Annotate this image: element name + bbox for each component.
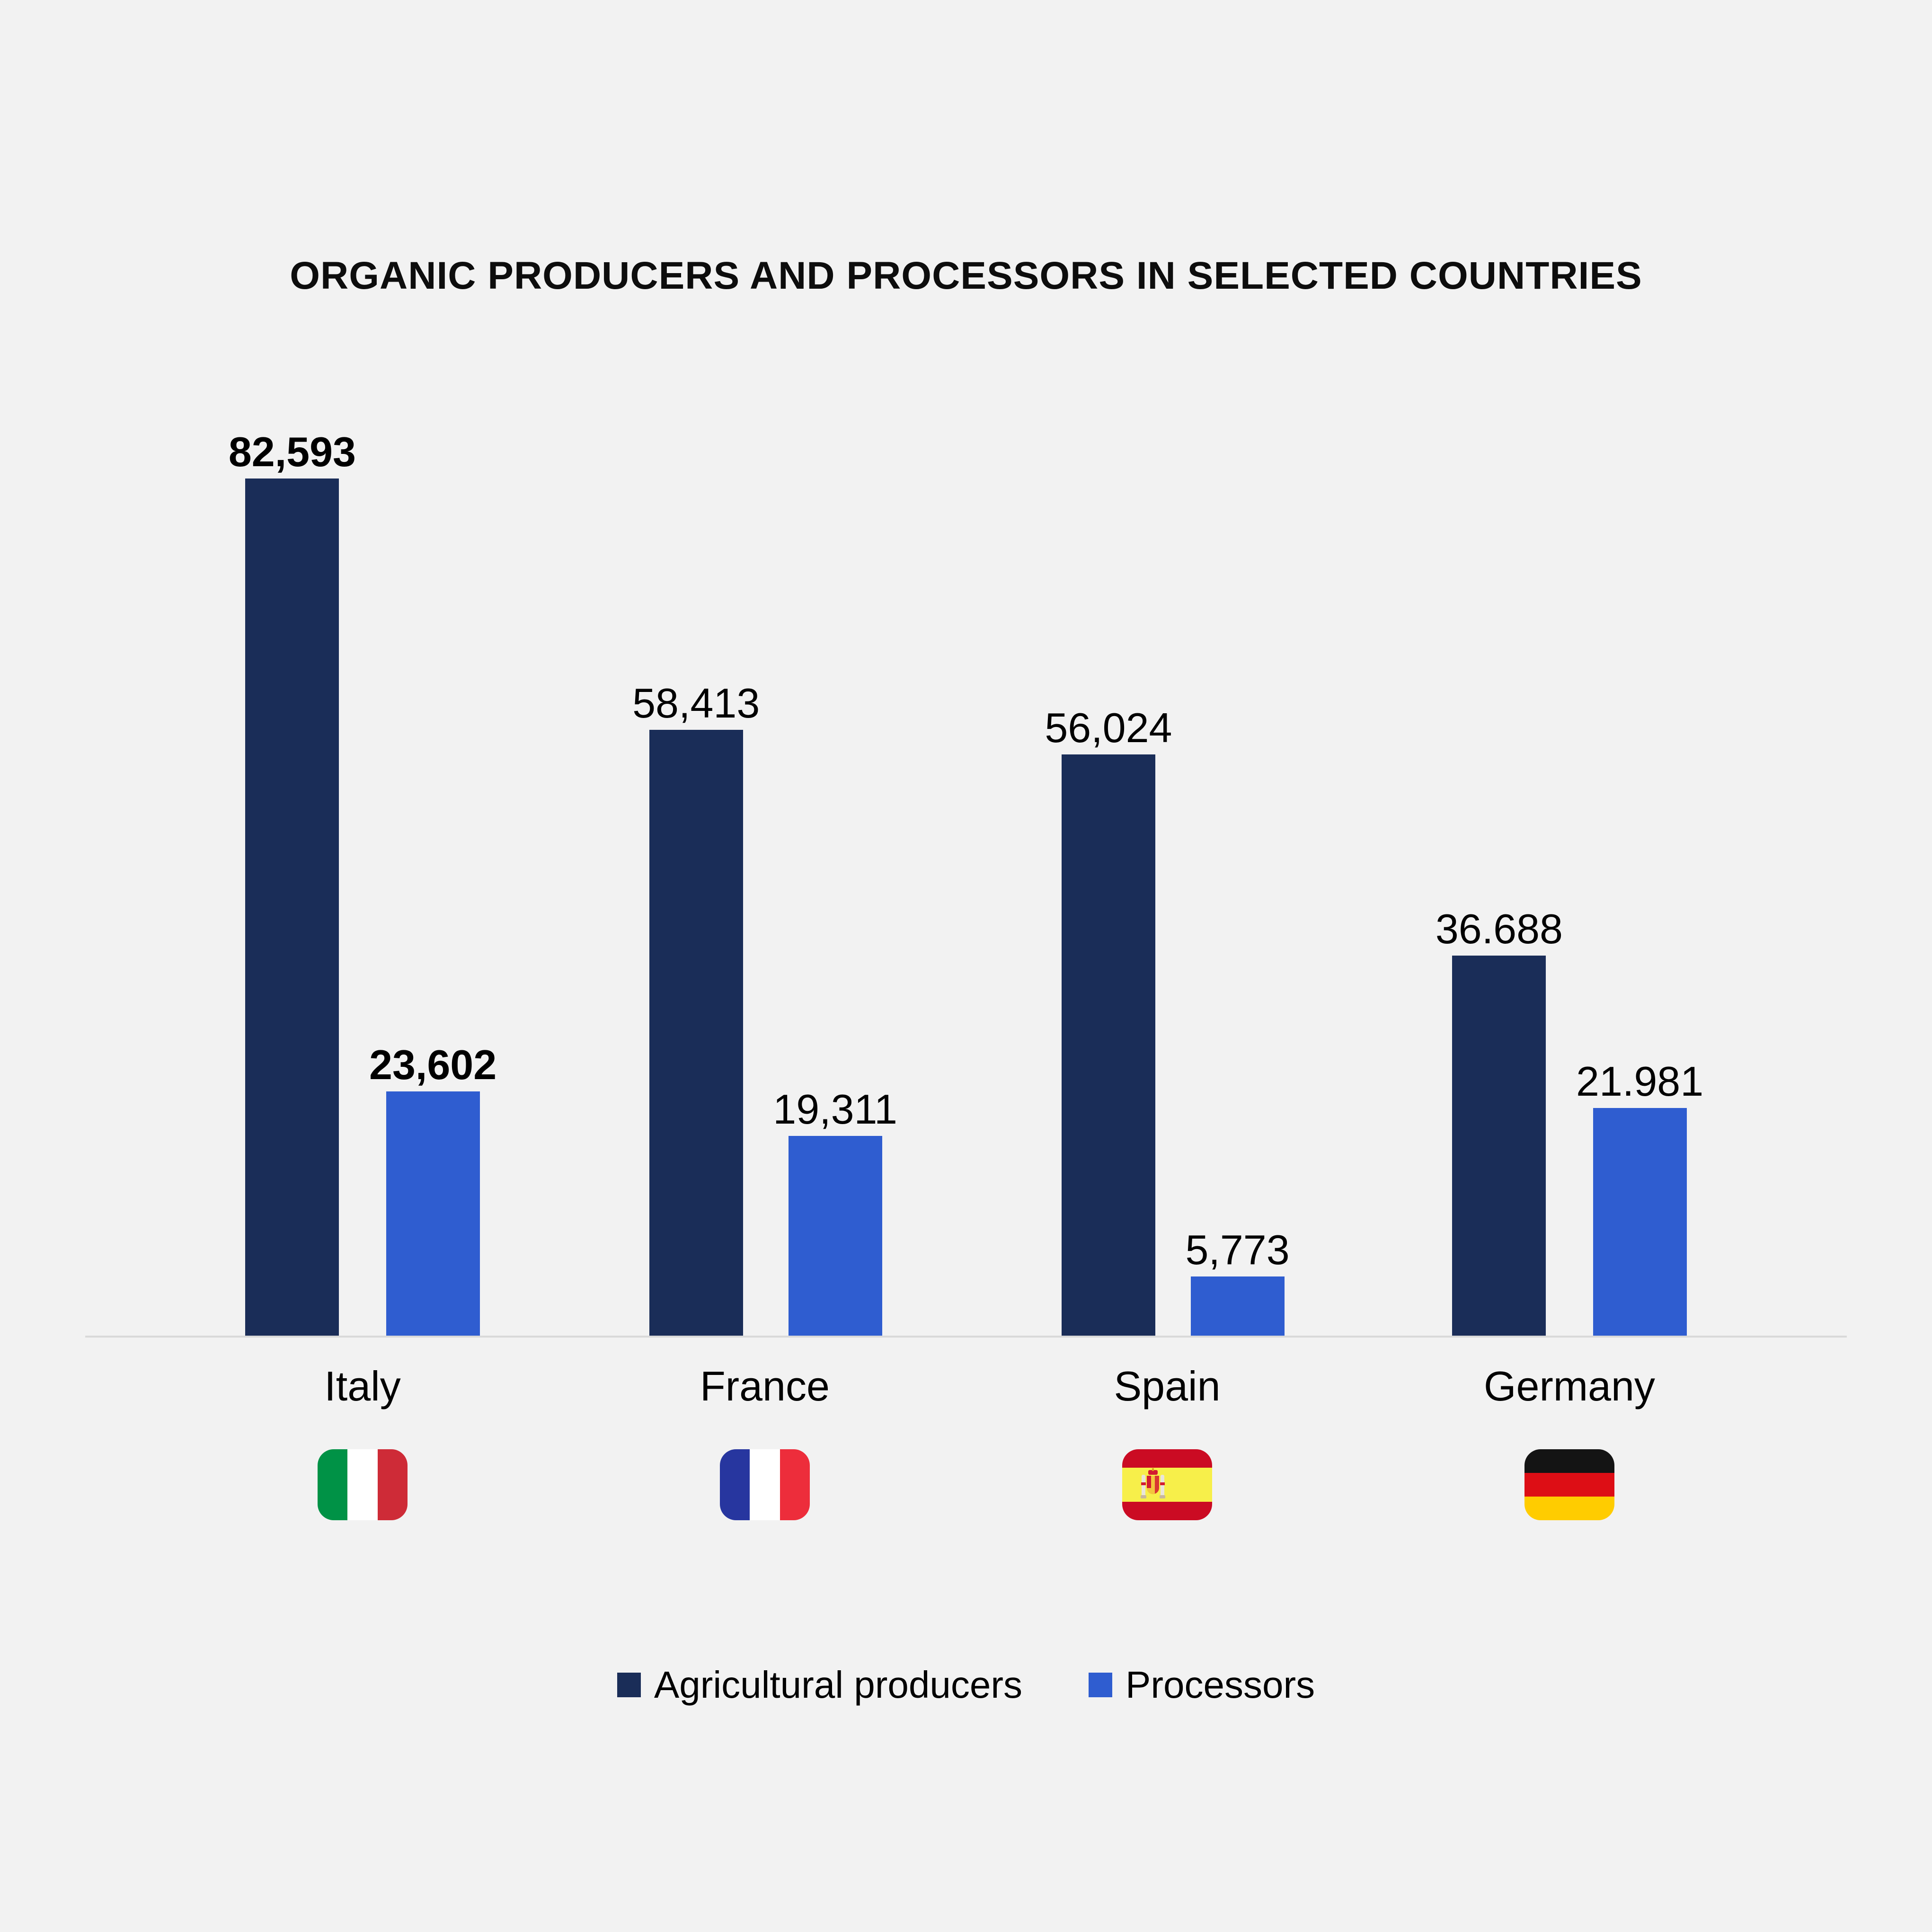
bar-value-label: 82,593 xyxy=(228,428,356,475)
flag-stripe xyxy=(377,1449,408,1520)
category-label-italy: Italy xyxy=(324,1363,401,1409)
bar-value-label: 21.981 xyxy=(1576,1057,1704,1105)
processors-legend-swatch-icon xyxy=(1089,1673,1112,1697)
bar-column: 56,024 xyxy=(1045,706,1172,1337)
producers-bar-france xyxy=(649,730,743,1337)
bar-value-label: 36.688 xyxy=(1435,905,1563,952)
bar-column: 36.688 xyxy=(1436,907,1563,1337)
country-flags-row xyxy=(161,1449,1771,1520)
bar-column: 58,413 xyxy=(632,679,760,1337)
flag-cell xyxy=(966,1449,1368,1520)
germany-flag-icon xyxy=(1524,1449,1614,1520)
spain-coat-of-arms-icon xyxy=(1141,1468,1165,1498)
spain-flag-icon xyxy=(1122,1449,1212,1520)
bar-column: 23,602 xyxy=(369,1043,496,1337)
legend-item-processors: Processors xyxy=(1089,1662,1315,1708)
flag-cell xyxy=(161,1449,564,1520)
flag-stripe xyxy=(1524,1449,1614,1473)
bar-column: 19,311 xyxy=(773,1085,897,1337)
chart-title: ORGANIC PRODUCERS AND PROCESSORS IN SELE… xyxy=(290,254,1642,297)
flag-stripe xyxy=(1122,1502,1212,1520)
flag-stripe xyxy=(1122,1468,1212,1502)
producers-bar-spain xyxy=(1061,754,1155,1337)
producers-bar-italy xyxy=(245,479,339,1337)
flag-cell xyxy=(1368,1449,1771,1520)
producers-bar-germany xyxy=(1452,956,1546,1337)
flag-stripe xyxy=(750,1449,780,1520)
country-group-france: 58,413 19,311 xyxy=(564,407,966,1337)
category-label-germany: Germany xyxy=(1484,1363,1655,1409)
bar-value-label: 23,602 xyxy=(369,1041,497,1088)
bar-value-label: 5,773 xyxy=(1185,1226,1290,1273)
producers-legend-swatch-icon xyxy=(617,1673,641,1697)
legend: Agricultural producers Processors xyxy=(0,1662,1932,1708)
bar-column: 5,773 xyxy=(1185,1226,1290,1337)
processors-bar-spain xyxy=(1190,1276,1285,1337)
bar-value-label: 56,024 xyxy=(1045,704,1172,751)
processors-bar-italy xyxy=(386,1091,480,1337)
x-axis-line xyxy=(85,1336,1847,1338)
legend-label: Processors xyxy=(1126,1664,1315,1706)
country-group-germany: 36.688 21.981 xyxy=(1368,407,1771,1337)
bar-column: 21.981 xyxy=(1576,1057,1704,1337)
processors-bar-france xyxy=(788,1136,882,1337)
category-label-france: France xyxy=(700,1363,830,1409)
plot-area: 82,593 23,602 58,413 19,311 56,024 5,773 36.68… xyxy=(161,407,1771,1337)
legend-item-agricultural-producers: Agricultural producers xyxy=(617,1662,1022,1708)
bar-value-label: 19,311 xyxy=(773,1085,897,1133)
flag-stripe xyxy=(780,1449,810,1520)
legend-label: Agricultural producers xyxy=(654,1664,1022,1706)
flag-cell xyxy=(564,1449,966,1520)
flag-stripe xyxy=(720,1449,750,1520)
flag-stripe xyxy=(1524,1472,1614,1497)
bar-pair: 56,024 5,773 xyxy=(966,706,1368,1337)
country-group-italy: 82,593 23,602 xyxy=(161,407,564,1337)
flag-stripe xyxy=(347,1449,378,1520)
category-label-spain: Spain xyxy=(1114,1363,1221,1409)
bar-pair: 58,413 19,311 xyxy=(564,679,966,1337)
bar-value-label: 58,413 xyxy=(632,679,760,727)
processors-bar-germany xyxy=(1593,1108,1687,1337)
france-flag-icon xyxy=(720,1449,810,1520)
bar-pair: 82,593 23,602 xyxy=(161,430,564,1337)
flag-stripe xyxy=(318,1449,348,1520)
country-group-spain: 56,024 5,773 xyxy=(966,407,1368,1337)
flag-stripe xyxy=(1122,1449,1212,1468)
bar-column: 82,593 xyxy=(229,430,356,1337)
bar-pair: 36.688 21.981 xyxy=(1368,907,1771,1337)
flag-stripe xyxy=(1524,1497,1614,1520)
category-labels-row: Italy France Spain Germany xyxy=(161,1362,1771,1410)
italy-flag-icon xyxy=(318,1449,408,1520)
